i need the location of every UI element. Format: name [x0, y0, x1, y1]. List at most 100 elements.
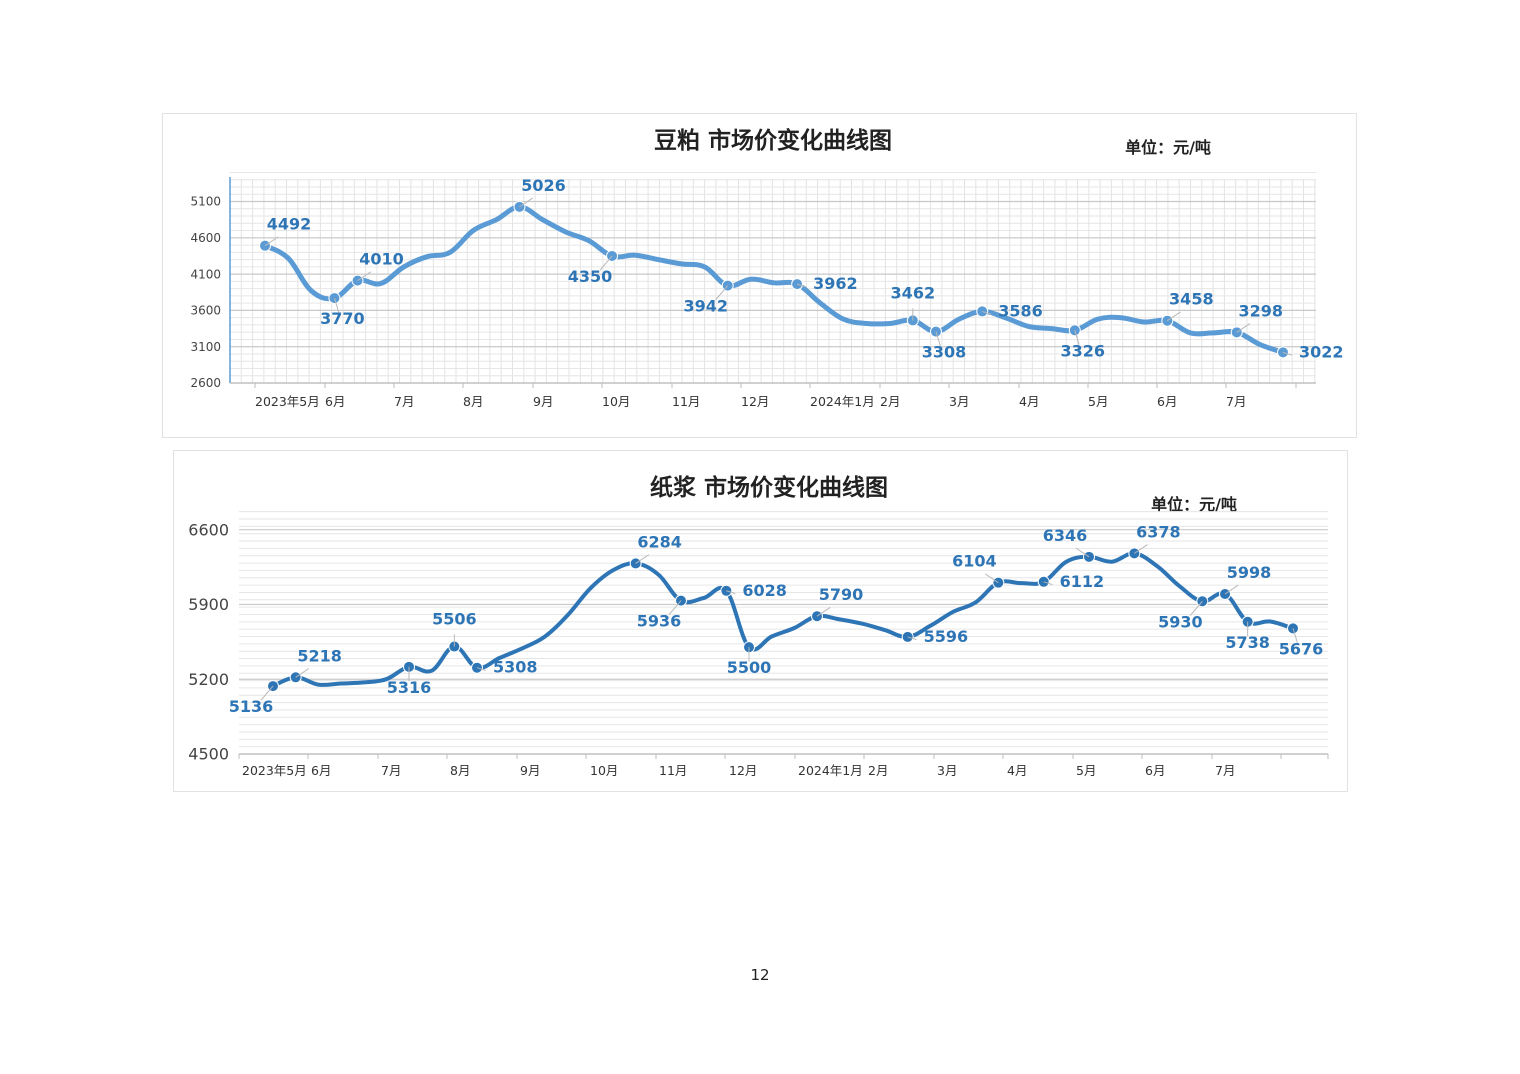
x-tick-label: 2023年5月: [242, 763, 307, 778]
x-tick-label: 6月: [311, 763, 331, 778]
data-label: 4010: [359, 250, 404, 269]
data-point-marker: [901, 630, 914, 643]
data-label-leader: [1043, 581, 1053, 586]
data-label-leader: [935, 331, 941, 347]
x-tick-label: 7月: [381, 763, 401, 778]
x-tick-label: 8月: [463, 394, 483, 409]
data-label: 5790: [819, 585, 864, 604]
data-point-marker: [328, 292, 341, 305]
x-tick-label: 3月: [949, 394, 969, 409]
data-point-marker: [1083, 550, 1095, 563]
data-label: 5026: [521, 176, 566, 195]
data-label: 6028: [742, 581, 787, 600]
data-point-marker: [1161, 314, 1174, 327]
data-label: 3462: [891, 283, 936, 302]
data-label-leader: [984, 573, 999, 584]
data-label-leader: [907, 636, 917, 641]
data-label: 5930: [1158, 612, 1203, 631]
data-label: 5676: [1279, 639, 1324, 658]
data-label-leader: [635, 554, 650, 564]
x-tick-label: 6月: [325, 394, 345, 409]
y-tick-label: 5900: [188, 595, 229, 614]
data-label: 5308: [493, 658, 538, 677]
data-label-leader: [519, 197, 533, 208]
data-label-leader: [796, 283, 807, 288]
data-label-leader: [1282, 351, 1292, 356]
x-tick-label: 4月: [1019, 394, 1039, 409]
x-tick-label: 6月: [1157, 394, 1177, 409]
data-label: 5936: [637, 612, 682, 631]
data-label: 3308: [922, 343, 967, 362]
data-point-marker: [1128, 547, 1141, 560]
data-point-marker: [1230, 326, 1243, 339]
x-tick-label: 7月: [1215, 763, 1235, 778]
data-label-leader: [1134, 544, 1148, 554]
data-point-marker: [720, 584, 733, 597]
data-label: 6378: [1136, 522, 1181, 541]
data-point-marker: [929, 325, 942, 338]
data-label: 5316: [387, 678, 432, 697]
data-label-leader: [333, 297, 340, 313]
data-label-leader: [1189, 600, 1203, 616]
x-tick-label: 8月: [450, 763, 470, 778]
unit-label: 单位：元/吨: [1125, 138, 1211, 157]
x-tick-label: 7月: [1226, 394, 1246, 409]
data-label: 3326: [1061, 341, 1106, 360]
data-label: 4492: [267, 215, 312, 234]
x-tick-label: 9月: [520, 763, 540, 778]
data-label: 5506: [432, 610, 477, 629]
x-tick-label: 2月: [880, 394, 900, 409]
y-tick-label: 4600: [190, 231, 221, 245]
data-label-leader: [668, 600, 682, 616]
x-tick-label: 11月: [672, 394, 700, 409]
data-label: 3586: [998, 301, 1043, 320]
data-point-marker: [1277, 346, 1289, 359]
data-label: 4350: [568, 267, 613, 286]
data-label-leader: [1292, 628, 1298, 643]
data-label-leader: [1075, 547, 1090, 558]
data-label: 5136: [229, 697, 274, 716]
data-label: 6112: [1060, 572, 1105, 591]
data-label-leader: [715, 285, 729, 301]
price-line: [271, 551, 1295, 689]
x-tick-label: 2024年1月: [810, 394, 875, 409]
x-tick-label: 2024年1月: [798, 763, 863, 778]
soymeal-chart-panel: 豆粕 市场价变化曲线图 单位：元/吨 2600 3100 3600 4100 4600 510…: [162, 113, 1357, 438]
data-label: 3942: [683, 297, 728, 316]
data-label-leader: [357, 271, 372, 282]
y-tick-label: 5200: [188, 670, 229, 689]
y-tick-label: 3600: [190, 304, 221, 318]
data-label-leader: [599, 255, 613, 271]
data-label: 5500: [727, 658, 772, 677]
page-number: 12: [750, 966, 770, 984]
data-label: 6104: [952, 552, 997, 571]
data-label-leader: [260, 685, 274, 701]
x-tick-label: 12月: [729, 763, 757, 778]
data-label: 5596: [924, 627, 969, 646]
x-tick-label: 3月: [937, 763, 957, 778]
data-label-leader: [726, 590, 736, 595]
x-tick-label: 9月: [533, 394, 553, 409]
x-tick-label: 5月: [1088, 394, 1108, 409]
y-tick-label: 4500: [188, 745, 229, 764]
y-tick-label: 2600: [190, 376, 221, 390]
data-label-leader: [264, 236, 279, 247]
y-tick-label: 3100: [190, 340, 221, 354]
data-label: 3770: [320, 309, 365, 328]
data-label: 5218: [297, 646, 342, 665]
data-label: 6284: [637, 532, 682, 551]
x-tick-label: 10月: [602, 394, 630, 409]
y-tick-label: 5100: [190, 195, 221, 209]
data-label-leader: [1224, 584, 1239, 595]
data-label-leader: [476, 667, 486, 671]
data-label: 3458: [1169, 290, 1214, 309]
chart-title: 豆粕 市场价变化曲线图: [654, 127, 892, 154]
data-point-marker: [629, 557, 642, 570]
data-point-marker: [289, 671, 302, 684]
x-tick-label: 12月: [741, 394, 769, 409]
x-tick-label: 4月: [1007, 763, 1027, 778]
data-label: 3022: [1299, 342, 1344, 361]
x-tick-label: 2023年5月: [255, 394, 320, 409]
unit-label: 单位：元/吨: [1151, 495, 1237, 514]
